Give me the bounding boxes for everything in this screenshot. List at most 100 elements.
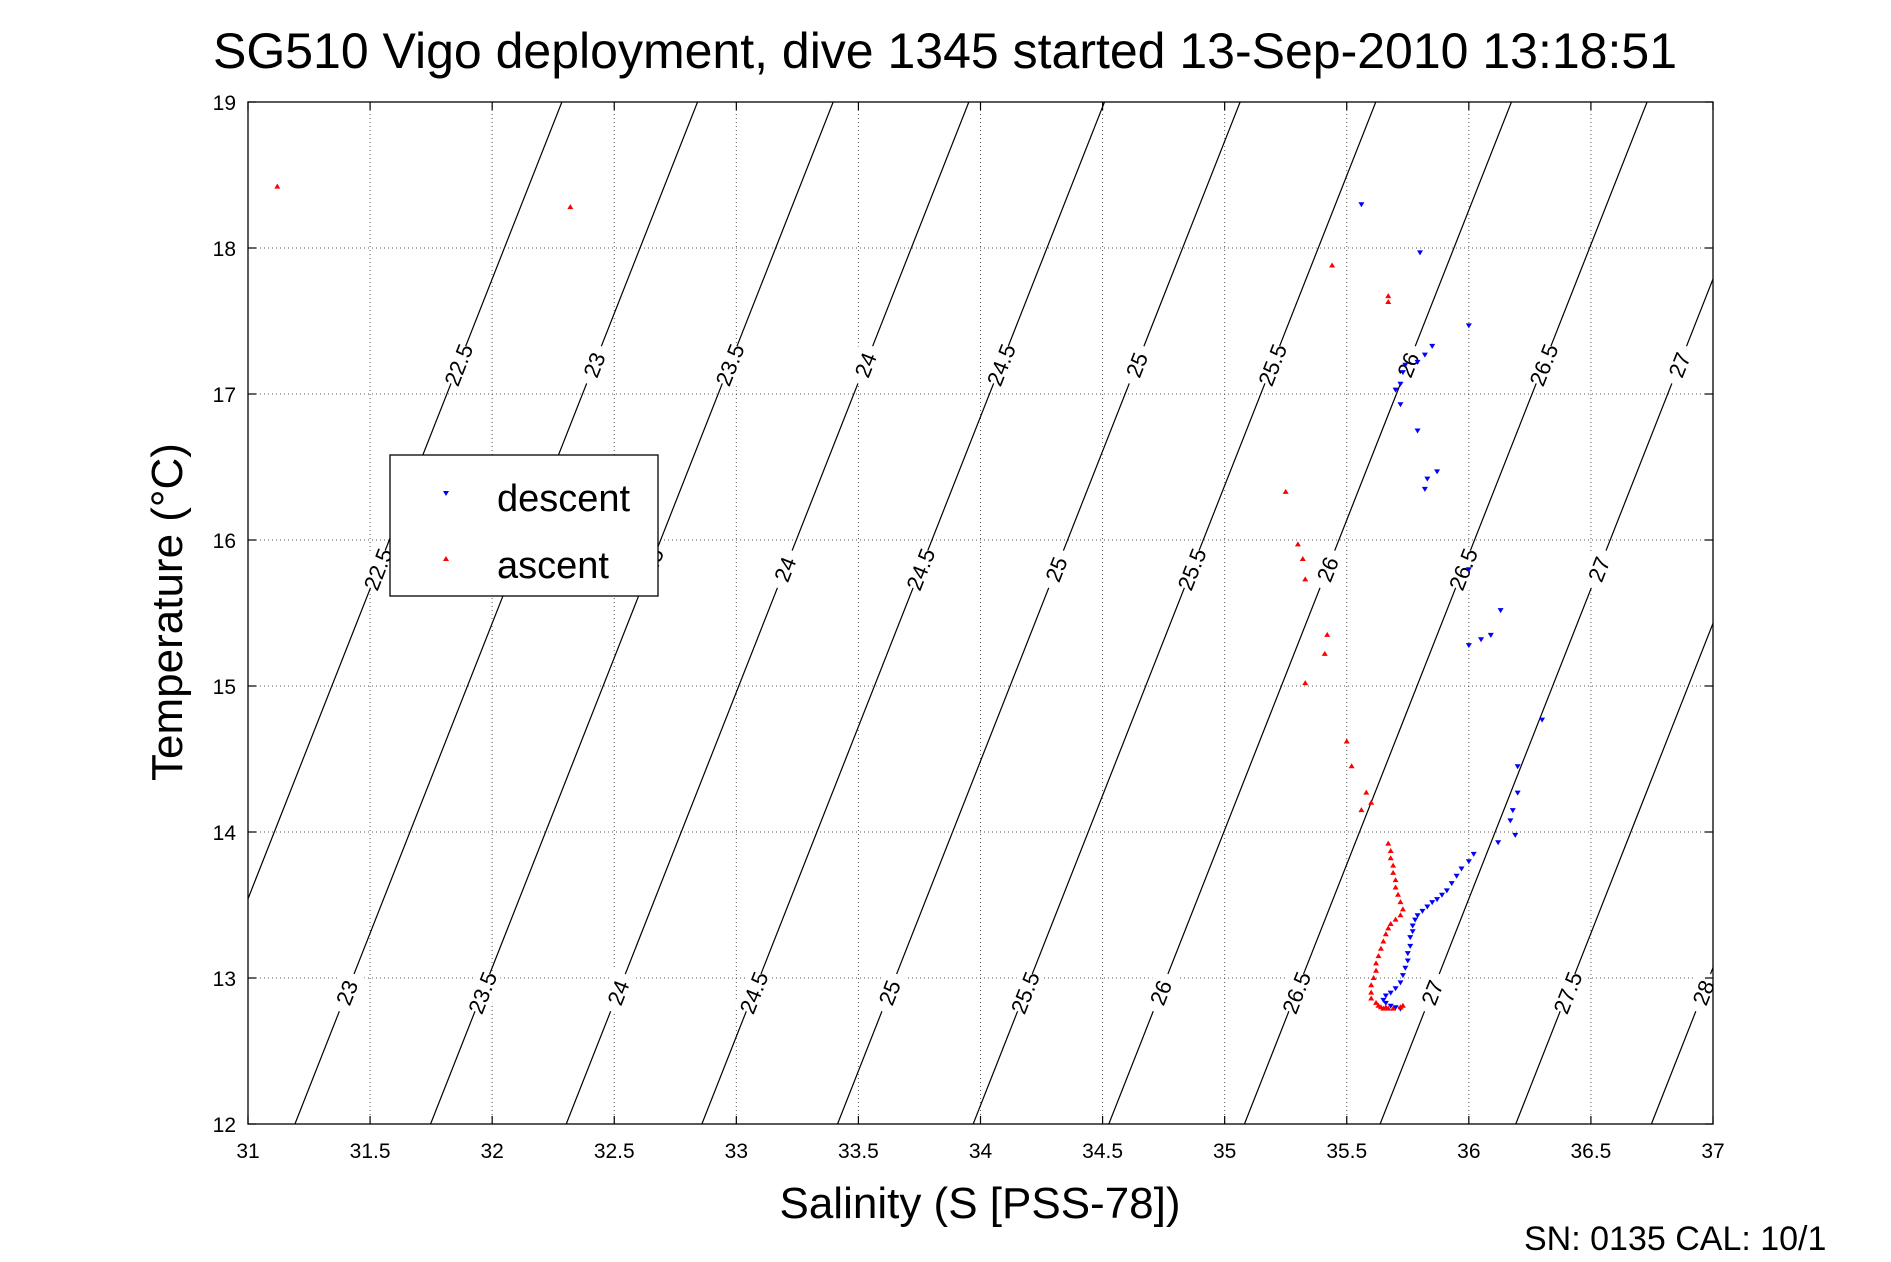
isopycnal-label-mask xyxy=(1579,545,1619,593)
isopycnal-label-mask xyxy=(1252,341,1292,389)
data-point-ascent xyxy=(1370,975,1377,980)
data-point-ascent xyxy=(1373,967,1380,973)
y-tick-label: 18 xyxy=(213,238,236,261)
data-point-descent xyxy=(1417,250,1423,256)
x-tick-label: 35.5 xyxy=(1326,1140,1367,1163)
data-point-ascent xyxy=(1392,916,1399,922)
data-point-descent xyxy=(1429,343,1436,349)
data-point-descent xyxy=(1407,943,1414,949)
data-point-descent xyxy=(1404,958,1411,964)
data-point-ascent xyxy=(1368,982,1375,988)
data-point-descent xyxy=(1514,790,1521,796)
isopycnal-label-mask xyxy=(1276,969,1316,1016)
data-point-ascent xyxy=(1392,877,1399,883)
isopycnal-label-mask xyxy=(1388,341,1428,389)
series-ascent xyxy=(274,183,1406,1011)
data-point-ascent xyxy=(1380,938,1387,944)
series-descent xyxy=(1358,202,1546,1012)
isopycnal-label-mask xyxy=(1659,341,1699,389)
data-point-descent xyxy=(1404,951,1411,957)
legend-label-descent: descent xyxy=(497,478,631,520)
isopycnal-label-mask xyxy=(1036,545,1076,593)
data-point-descent xyxy=(1424,904,1431,910)
data-point-descent xyxy=(1424,476,1431,482)
isopycnal-line xyxy=(294,102,699,1124)
data-point-descent xyxy=(1409,929,1416,935)
data-point-descent xyxy=(1409,923,1416,929)
isopycnal-label-mask xyxy=(710,341,750,389)
isopycnal-label-mask xyxy=(1443,545,1483,593)
data-point-descent xyxy=(1399,973,1406,979)
isopycnal-line xyxy=(1379,277,1713,1124)
data-point-ascent xyxy=(1390,869,1397,875)
data-point-ascent xyxy=(1397,912,1404,918)
x-tick-label: 32.5 xyxy=(594,1140,635,1163)
data-point-ascent xyxy=(1324,631,1331,637)
data-point-descent xyxy=(1448,881,1455,887)
data-point-descent xyxy=(1434,469,1441,475)
x-tick-label: 33.5 xyxy=(838,1140,879,1163)
data-point-descent xyxy=(1478,637,1485,643)
isopycnal-label-mask xyxy=(981,341,1021,389)
data-point-descent xyxy=(1392,387,1399,393)
data-point-descent xyxy=(1465,323,1472,329)
data-point-descent xyxy=(1434,897,1441,903)
data-point-ascent xyxy=(274,183,281,189)
data-point-descent xyxy=(1429,900,1436,906)
data-point-ascent xyxy=(1302,576,1309,582)
data-point-ascent xyxy=(567,204,574,210)
data-point-descent xyxy=(1387,1003,1394,1009)
isopycnal-line xyxy=(430,102,834,1124)
data-point-descent xyxy=(1465,859,1472,865)
x-axis-label: Salinity (S [PSS-78]) xyxy=(779,1179,1180,1228)
plot-area xyxy=(248,102,1713,1124)
data-point-ascent xyxy=(1382,931,1389,937)
data-point-ascent xyxy=(1399,1002,1406,1008)
data-point-descent xyxy=(1509,808,1516,814)
x-tick-label: 37 xyxy=(1701,1140,1724,1163)
data-point-ascent xyxy=(1373,960,1380,966)
isopycnal-label-mask xyxy=(574,341,614,389)
data-point-descent xyxy=(1382,1000,1389,1006)
data-point-descent xyxy=(1414,913,1421,919)
isopycnal-line xyxy=(248,102,563,901)
isopycnal-label-mask xyxy=(869,969,909,1016)
data-point-ascent xyxy=(1390,862,1397,868)
data-point-descent xyxy=(1414,428,1421,434)
y-tick-label: 12 xyxy=(213,1114,236,1137)
isopycnal-label-mask xyxy=(1307,545,1347,593)
legend-label-ascent: ascent xyxy=(497,545,609,587)
isopycnal-label-mask xyxy=(1005,969,1045,1016)
data-point-ascent xyxy=(1385,299,1392,305)
data-point-ascent xyxy=(1387,855,1394,861)
data-point-descent xyxy=(1358,202,1365,208)
isopycnal-line xyxy=(972,102,1377,1124)
isopycnal-label-mask xyxy=(765,545,805,593)
data-point-ascent xyxy=(1282,488,1289,494)
data-point-descent xyxy=(1402,965,1409,971)
x-tick-label: 31 xyxy=(236,1140,259,1163)
data-points xyxy=(274,183,1546,1012)
data-point-ascent xyxy=(1397,899,1404,905)
data-point-descent xyxy=(1380,997,1387,1003)
chart-title: SG510 Vigo deployment, dive 1345 started… xyxy=(213,23,1677,79)
data-point-ascent xyxy=(1375,953,1382,959)
data-point-ascent xyxy=(1385,1005,1392,1011)
data-point-ascent xyxy=(1385,925,1392,931)
data-point-ascent xyxy=(1395,891,1402,897)
isopycnal-line xyxy=(565,102,970,1124)
legend-box xyxy=(389,454,659,597)
isopycnal-line xyxy=(1108,102,1512,1124)
x-tick-label: 36.5 xyxy=(1570,1140,1611,1163)
x-tick-label: 34.5 xyxy=(1082,1140,1123,1163)
data-point-ascent xyxy=(1348,763,1355,769)
data-point-descent xyxy=(1458,866,1465,872)
x-tick-label: 35 xyxy=(1213,1140,1236,1163)
data-point-descent xyxy=(1392,1005,1399,1011)
data-point-ascent xyxy=(1368,799,1375,805)
isopycnal-label-mask xyxy=(1117,341,1157,389)
legend-marker-ascent xyxy=(443,556,449,561)
data-point-ascent xyxy=(1385,840,1392,846)
isopycnal-label-mask xyxy=(1172,545,1212,593)
data-point-descent xyxy=(1399,370,1406,376)
